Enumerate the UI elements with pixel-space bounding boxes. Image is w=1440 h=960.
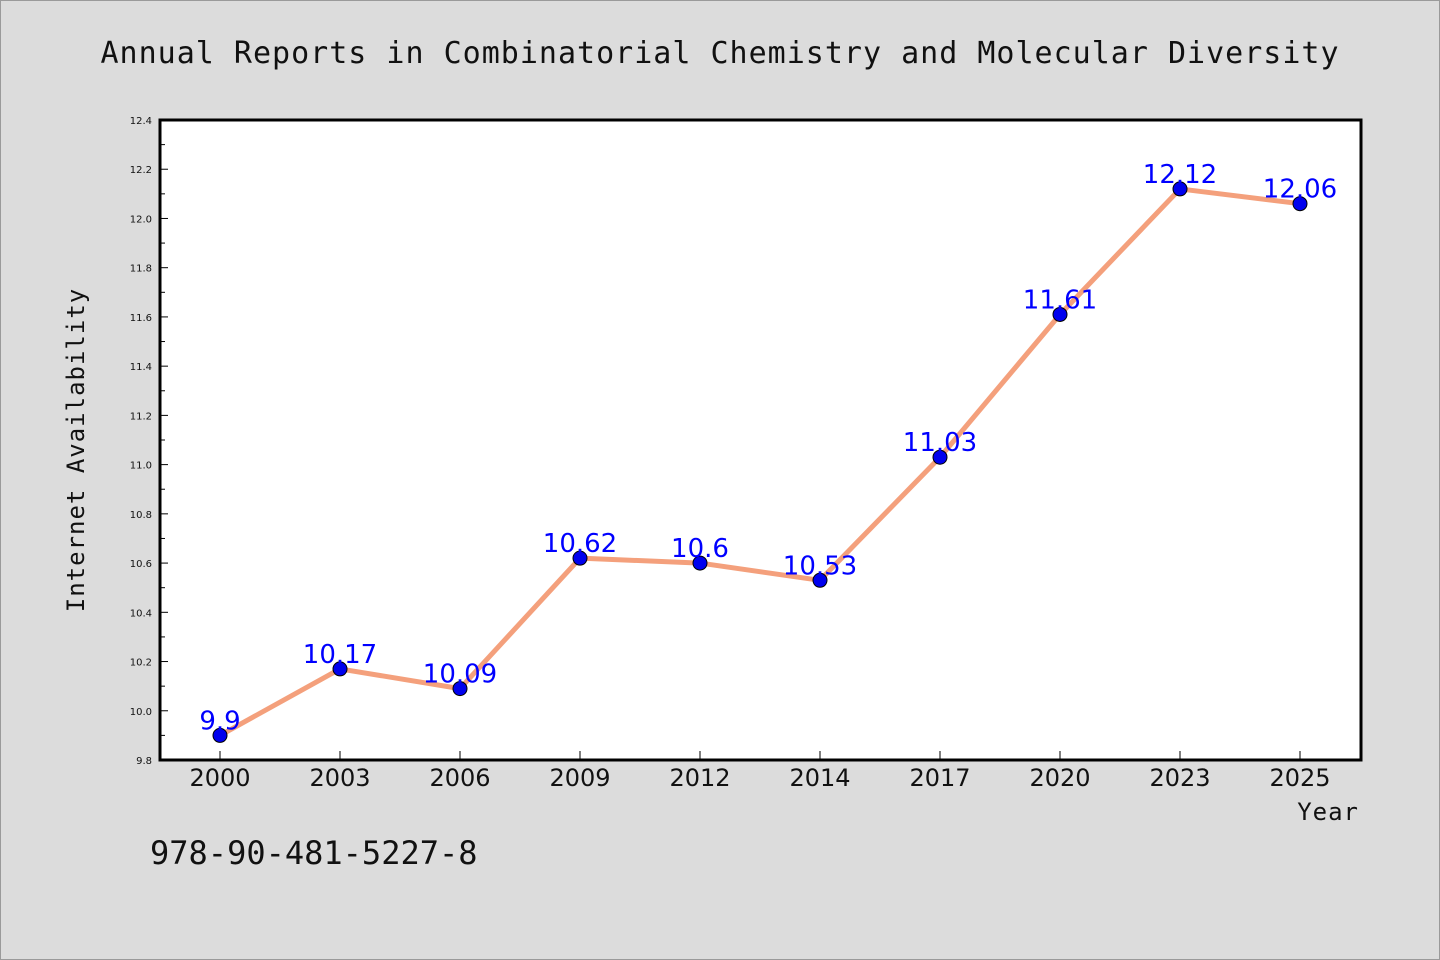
x-tick-label: 2009 [549, 764, 610, 792]
data-point [812, 572, 828, 588]
x-tick-label: 2014 [789, 764, 850, 792]
y-tick-label: 11.4 [130, 362, 152, 373]
data-label: 11.03 [903, 428, 977, 458]
y-tick-label: 10.6 [130, 559, 152, 570]
data-labels: 9.9 10.17 10.09 10.62 10.6 10.53 11.03 11.61 12.… [199, 160, 1337, 736]
y-tick-label: 11.2 [130, 411, 152, 422]
data-label: 10.17 [303, 640, 377, 670]
data-point [212, 727, 228, 743]
y-tick-label: 10.0 [130, 707, 152, 718]
plot-area [158, 118, 1363, 762]
data-label: 10.53 [783, 551, 857, 581]
data-points [212, 181, 1308, 743]
y-tick-label: 10.8 [130, 510, 152, 521]
data-point [332, 661, 348, 677]
data-point [1052, 306, 1068, 322]
data-label: 11.61 [1023, 285, 1097, 315]
data-label: 10.09 [423, 660, 497, 690]
data-label: 12.12 [1143, 160, 1217, 190]
x-tick-label: 2003 [309, 764, 370, 792]
data-label: 10.6 [671, 534, 729, 564]
y-tick-label: 12.2 [130, 165, 152, 176]
y-tick-label: 11.0 [130, 461, 152, 472]
x-tick-label: 2012 [669, 764, 730, 792]
x-tick-label: 2017 [909, 764, 970, 792]
data-point [572, 550, 588, 566]
y-tick-label: 11.8 [130, 264, 152, 275]
x-tick-label: 2000 [189, 764, 250, 792]
y-tick-label: 12.4 [130, 116, 152, 127]
data-label: 9.9 [199, 706, 240, 736]
x-tick-label: 2023 [1149, 764, 1210, 792]
x-axis: 2000 2003 2006 2009 2012 2014 2017 2020 2023 2025 [189, 751, 1331, 792]
series-line [218, 186, 1301, 738]
y-tick-label: 11.6 [130, 313, 152, 324]
x-axis-label: Year [1297, 798, 1359, 826]
y-tick-label: 9.8 [136, 756, 152, 767]
data-label: 12.06 [1263, 175, 1337, 205]
data-point [932, 449, 948, 465]
isbn-text: 978-90-481-5227-8 [150, 834, 478, 872]
y-axis-label: Internet Availability [62, 288, 90, 612]
data-label: 10.62 [543, 529, 617, 559]
data-point [1172, 181, 1188, 197]
x-tick-label: 2025 [1269, 764, 1330, 792]
y-axis: 9.8 10.0 10.2 10.4 10.6 10.8 11.0 11.2 11.4 11.6 1… [130, 116, 168, 767]
y-tick-label: 10.2 [130, 658, 152, 669]
chart-title: Annual Reports in Combinatorial Chemistr… [101, 36, 1340, 71]
x-tick-label: 2006 [429, 764, 490, 792]
data-point [452, 681, 468, 697]
data-point [1292, 196, 1308, 212]
data-point [692, 555, 708, 571]
x-tick-label: 2020 [1029, 764, 1090, 792]
y-tick-label: 10.4 [130, 608, 152, 619]
y-tick-label: 12.0 [130, 214, 152, 225]
